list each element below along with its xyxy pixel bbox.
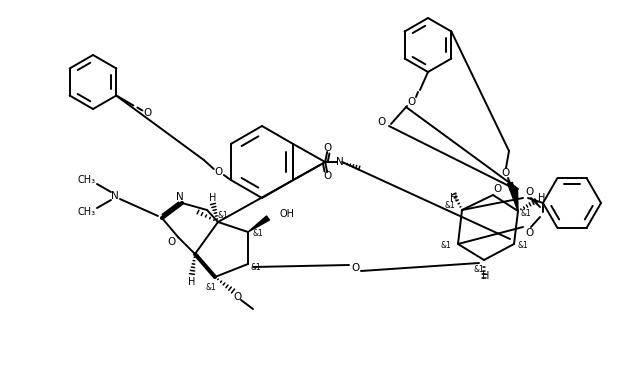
Text: CH₃: CH₃ <box>78 175 96 185</box>
Text: N: N <box>176 192 184 202</box>
Text: H: H <box>450 193 458 203</box>
Text: O: O <box>168 237 176 247</box>
Text: &1: &1 <box>521 208 531 218</box>
Text: O: O <box>407 97 415 107</box>
Text: N: N <box>336 157 344 167</box>
Text: OH: OH <box>280 209 295 219</box>
Text: &1: &1 <box>252 230 263 238</box>
Text: O: O <box>493 184 501 194</box>
Text: O: O <box>378 117 386 127</box>
Text: H: H <box>482 271 490 281</box>
Text: O: O <box>351 263 359 273</box>
Polygon shape <box>508 182 518 211</box>
Text: &1: &1 <box>445 202 455 210</box>
Polygon shape <box>513 189 518 211</box>
Text: H: H <box>538 193 546 203</box>
Text: &1: &1 <box>474 265 485 274</box>
Text: O: O <box>143 108 151 119</box>
Text: &1: &1 <box>205 282 216 291</box>
Text: H: H <box>209 193 217 203</box>
Text: O: O <box>525 187 533 197</box>
Text: &1: &1 <box>218 210 228 219</box>
Text: O: O <box>234 292 242 302</box>
Text: &1: &1 <box>251 263 261 273</box>
Text: CH₃: CH₃ <box>78 207 96 217</box>
Text: &1: &1 <box>518 241 529 251</box>
Text: O: O <box>323 171 331 181</box>
Text: O: O <box>525 228 533 238</box>
Text: O: O <box>215 167 223 177</box>
Text: &1: &1 <box>441 241 452 251</box>
Text: N: N <box>111 191 119 201</box>
Text: H: H <box>188 277 196 287</box>
Text: O: O <box>502 168 510 178</box>
Text: O: O <box>323 143 331 153</box>
Polygon shape <box>248 216 270 232</box>
